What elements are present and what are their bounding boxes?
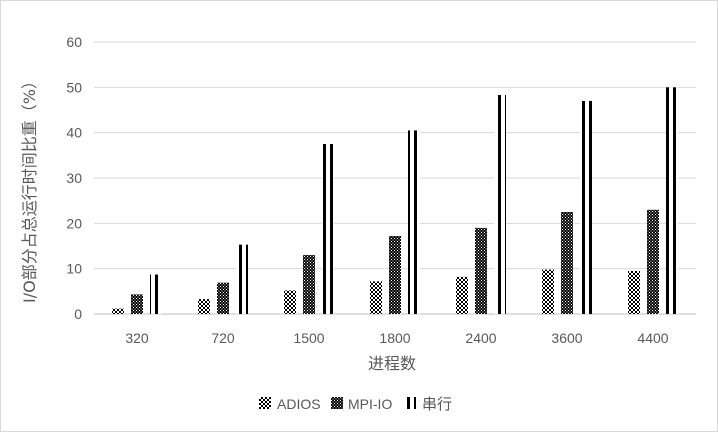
x-tick-label: 3600 <box>551 330 582 346</box>
x-tick-label: 4400 <box>637 330 668 346</box>
bar-checker-light <box>456 276 468 314</box>
legend: ADIOS MPI-IO 串行 <box>259 395 452 413</box>
y-tick-label: 10 <box>66 261 82 277</box>
legend-label: MPI-IO <box>348 396 392 412</box>
bar-vertical-stripes <box>236 244 248 314</box>
bar-checker-light <box>542 269 554 314</box>
gridlines <box>94 41 696 315</box>
x-tick-label: 1500 <box>293 330 324 346</box>
bar-checker-dense <box>389 236 401 314</box>
bar-checker-light <box>370 281 382 314</box>
x-tick-label: 320 <box>125 330 149 346</box>
y-axis-ticks: 0 10 20 30 40 50 60 <box>66 34 82 322</box>
bar-checker-light <box>628 270 640 314</box>
bar-checker-dense <box>303 255 315 314</box>
x-axis-title: 进程数 <box>368 354 416 373</box>
bar-vertical-stripes <box>666 87 678 314</box>
legend-label: ADIOS <box>277 396 321 412</box>
x-axis-ticks: 320 720 1500 1800 2400 3600 4400 <box>125 330 668 346</box>
legend-swatch <box>331 397 343 409</box>
bar-checker-dense <box>561 212 573 314</box>
y-tick-label: 60 <box>66 34 82 50</box>
y-tick-label: 20 <box>66 215 82 231</box>
bar-checker-dense <box>475 227 487 314</box>
bar-vertical-stripes <box>494 95 506 314</box>
bars <box>112 87 678 314</box>
bar-vertical-stripes <box>322 144 334 314</box>
legend-swatch <box>404 397 416 409</box>
bar-vertical-stripes <box>408 130 420 314</box>
y-tick-label: 50 <box>66 79 82 95</box>
bar-checker-dense <box>647 209 659 314</box>
bar-vertical-stripes <box>150 274 162 314</box>
legend-swatch <box>259 397 271 409</box>
x-tick-label: 720 <box>211 330 235 346</box>
bar-checker-dense <box>217 282 229 314</box>
y-tick-label: 40 <box>66 125 82 141</box>
x-tick-label: 1800 <box>379 330 410 346</box>
y-tick-label: 0 <box>74 306 82 322</box>
bar-checker-dense <box>131 294 143 314</box>
y-tick-label: 30 <box>66 170 82 186</box>
x-tick-label: 2400 <box>465 330 496 346</box>
y-axis-title: I/O部分占总运行时间比重（%） <box>20 73 39 303</box>
bar-checker-light <box>284 290 296 314</box>
bar-checker-light <box>198 299 210 314</box>
bar-checker-light <box>112 308 124 314</box>
bar-vertical-stripes <box>580 100 592 314</box>
legend-label: 串行 <box>422 395 452 413</box>
